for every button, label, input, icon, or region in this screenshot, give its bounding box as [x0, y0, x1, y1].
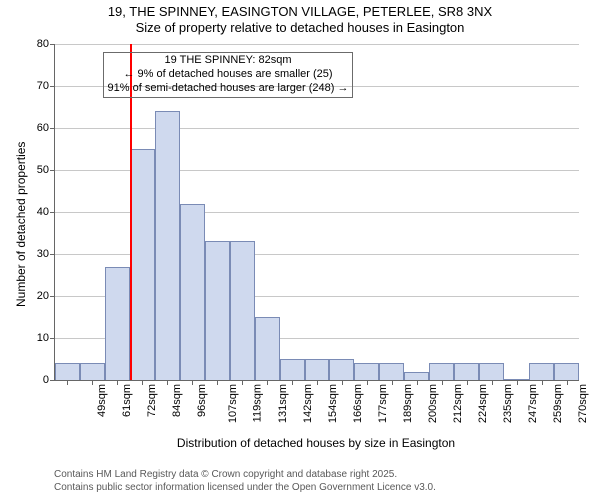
x-tick-mark [117, 380, 118, 385]
y-tick-label: 0 [43, 374, 55, 386]
histogram-bar [280, 359, 305, 380]
x-tick-label: 212sqm [452, 384, 464, 423]
x-tick-label: 119sqm [252, 384, 264, 422]
histogram-bar [554, 363, 579, 380]
y-tick-label: 30 [37, 248, 55, 260]
histogram-bar [404, 372, 429, 380]
x-tick-mark [142, 380, 143, 385]
histogram-bar [230, 241, 255, 380]
plot-area: 0102030405060708049sqm61sqm72sqm84sqm96s… [54, 44, 579, 381]
y-tick-label: 80 [37, 38, 55, 50]
x-tick-mark [242, 380, 243, 385]
x-tick-label: 177sqm [377, 384, 389, 423]
x-tick-label: 61sqm [121, 384, 133, 417]
histogram-bar [180, 204, 205, 380]
x-tick-label: 166sqm [352, 384, 364, 423]
annotation-box: 19 THE SPINNEY: 82sqm← 9% of detached ho… [103, 52, 353, 97]
histogram-bar [105, 267, 130, 380]
histogram-bar [454, 363, 479, 380]
histogram-bar [130, 149, 155, 380]
x-tick-label: 189sqm [402, 384, 414, 423]
y-tick-label: 70 [37, 80, 55, 92]
x-tick-label: 72sqm [146, 384, 158, 417]
x-tick-mark [567, 380, 568, 385]
histogram-bar [379, 363, 404, 380]
x-tick-label: 131sqm [277, 384, 289, 423]
x-tick-label: 235sqm [502, 384, 514, 423]
x-tick-mark [192, 380, 193, 385]
x-tick-mark [92, 380, 93, 385]
x-tick-mark [392, 380, 393, 385]
histogram-bar [255, 317, 280, 380]
x-tick-mark [292, 380, 293, 385]
x-axis-label: Distribution of detached houses by size … [54, 436, 578, 450]
x-tick-label: 96sqm [196, 384, 208, 417]
y-axis-label: Number of detached properties [14, 142, 28, 307]
x-tick-label: 200sqm [427, 384, 439, 423]
histogram-bar [354, 363, 379, 380]
y-tick-label: 40 [37, 206, 55, 218]
histogram-bar [429, 363, 454, 380]
annotation-line2: ← 9% of detached houses are smaller (25) [107, 68, 349, 82]
histogram-bar [205, 241, 230, 380]
x-tick-mark [517, 380, 518, 385]
y-tick-label: 20 [37, 290, 55, 302]
chart-title-line2: Size of property relative to detached ho… [0, 20, 600, 36]
y-tick-label: 10 [37, 332, 55, 344]
x-tick-mark [442, 380, 443, 385]
footer-line1: Contains HM Land Registry data © Crown c… [54, 469, 436, 482]
y-tick-label: 50 [37, 164, 55, 176]
x-tick-label: 154sqm [327, 384, 339, 423]
chart-container: 19, THE SPINNEY, EASINGTON VILLAGE, PETE… [0, 0, 600, 500]
x-tick-label: 107sqm [227, 384, 239, 423]
histogram-bar [529, 363, 554, 380]
x-tick-mark [267, 380, 268, 385]
histogram-bar [80, 363, 105, 380]
footer-line2: Contains public sector information licen… [54, 482, 436, 495]
x-tick-label: 224sqm [477, 384, 489, 423]
x-tick-label: 84sqm [171, 384, 183, 417]
x-tick-mark [67, 380, 68, 385]
x-tick-mark [317, 380, 318, 385]
histogram-bar [329, 359, 354, 380]
histogram-bar [479, 363, 504, 380]
x-tick-mark [342, 380, 343, 385]
x-tick-mark [417, 380, 418, 385]
x-tick-label: 142sqm [302, 384, 314, 423]
x-tick-label: 270sqm [577, 384, 589, 423]
histogram-bar [305, 359, 330, 380]
histogram-bar [55, 363, 80, 380]
annotation-line1: 19 THE SPINNEY: 82sqm [107, 54, 349, 68]
gridline [55, 128, 579, 129]
gridline [55, 44, 579, 45]
x-tick-mark [467, 380, 468, 385]
histogram-bar [155, 111, 180, 380]
x-tick-mark [217, 380, 218, 385]
x-tick-mark [542, 380, 543, 385]
chart-title-line1: 19, THE SPINNEY, EASINGTON VILLAGE, PETE… [0, 0, 600, 20]
chart-footer: Contains HM Land Registry data © Crown c… [54, 469, 436, 494]
annotation-line3: 91% of semi-detached houses are larger (… [107, 82, 349, 96]
x-tick-mark [492, 380, 493, 385]
y-tick-label: 60 [37, 122, 55, 134]
x-tick-label: 247sqm [527, 384, 539, 423]
x-tick-label: 259sqm [552, 384, 564, 423]
x-tick-label: 49sqm [97, 384, 109, 417]
x-tick-mark [367, 380, 368, 385]
x-tick-mark [167, 380, 168, 385]
